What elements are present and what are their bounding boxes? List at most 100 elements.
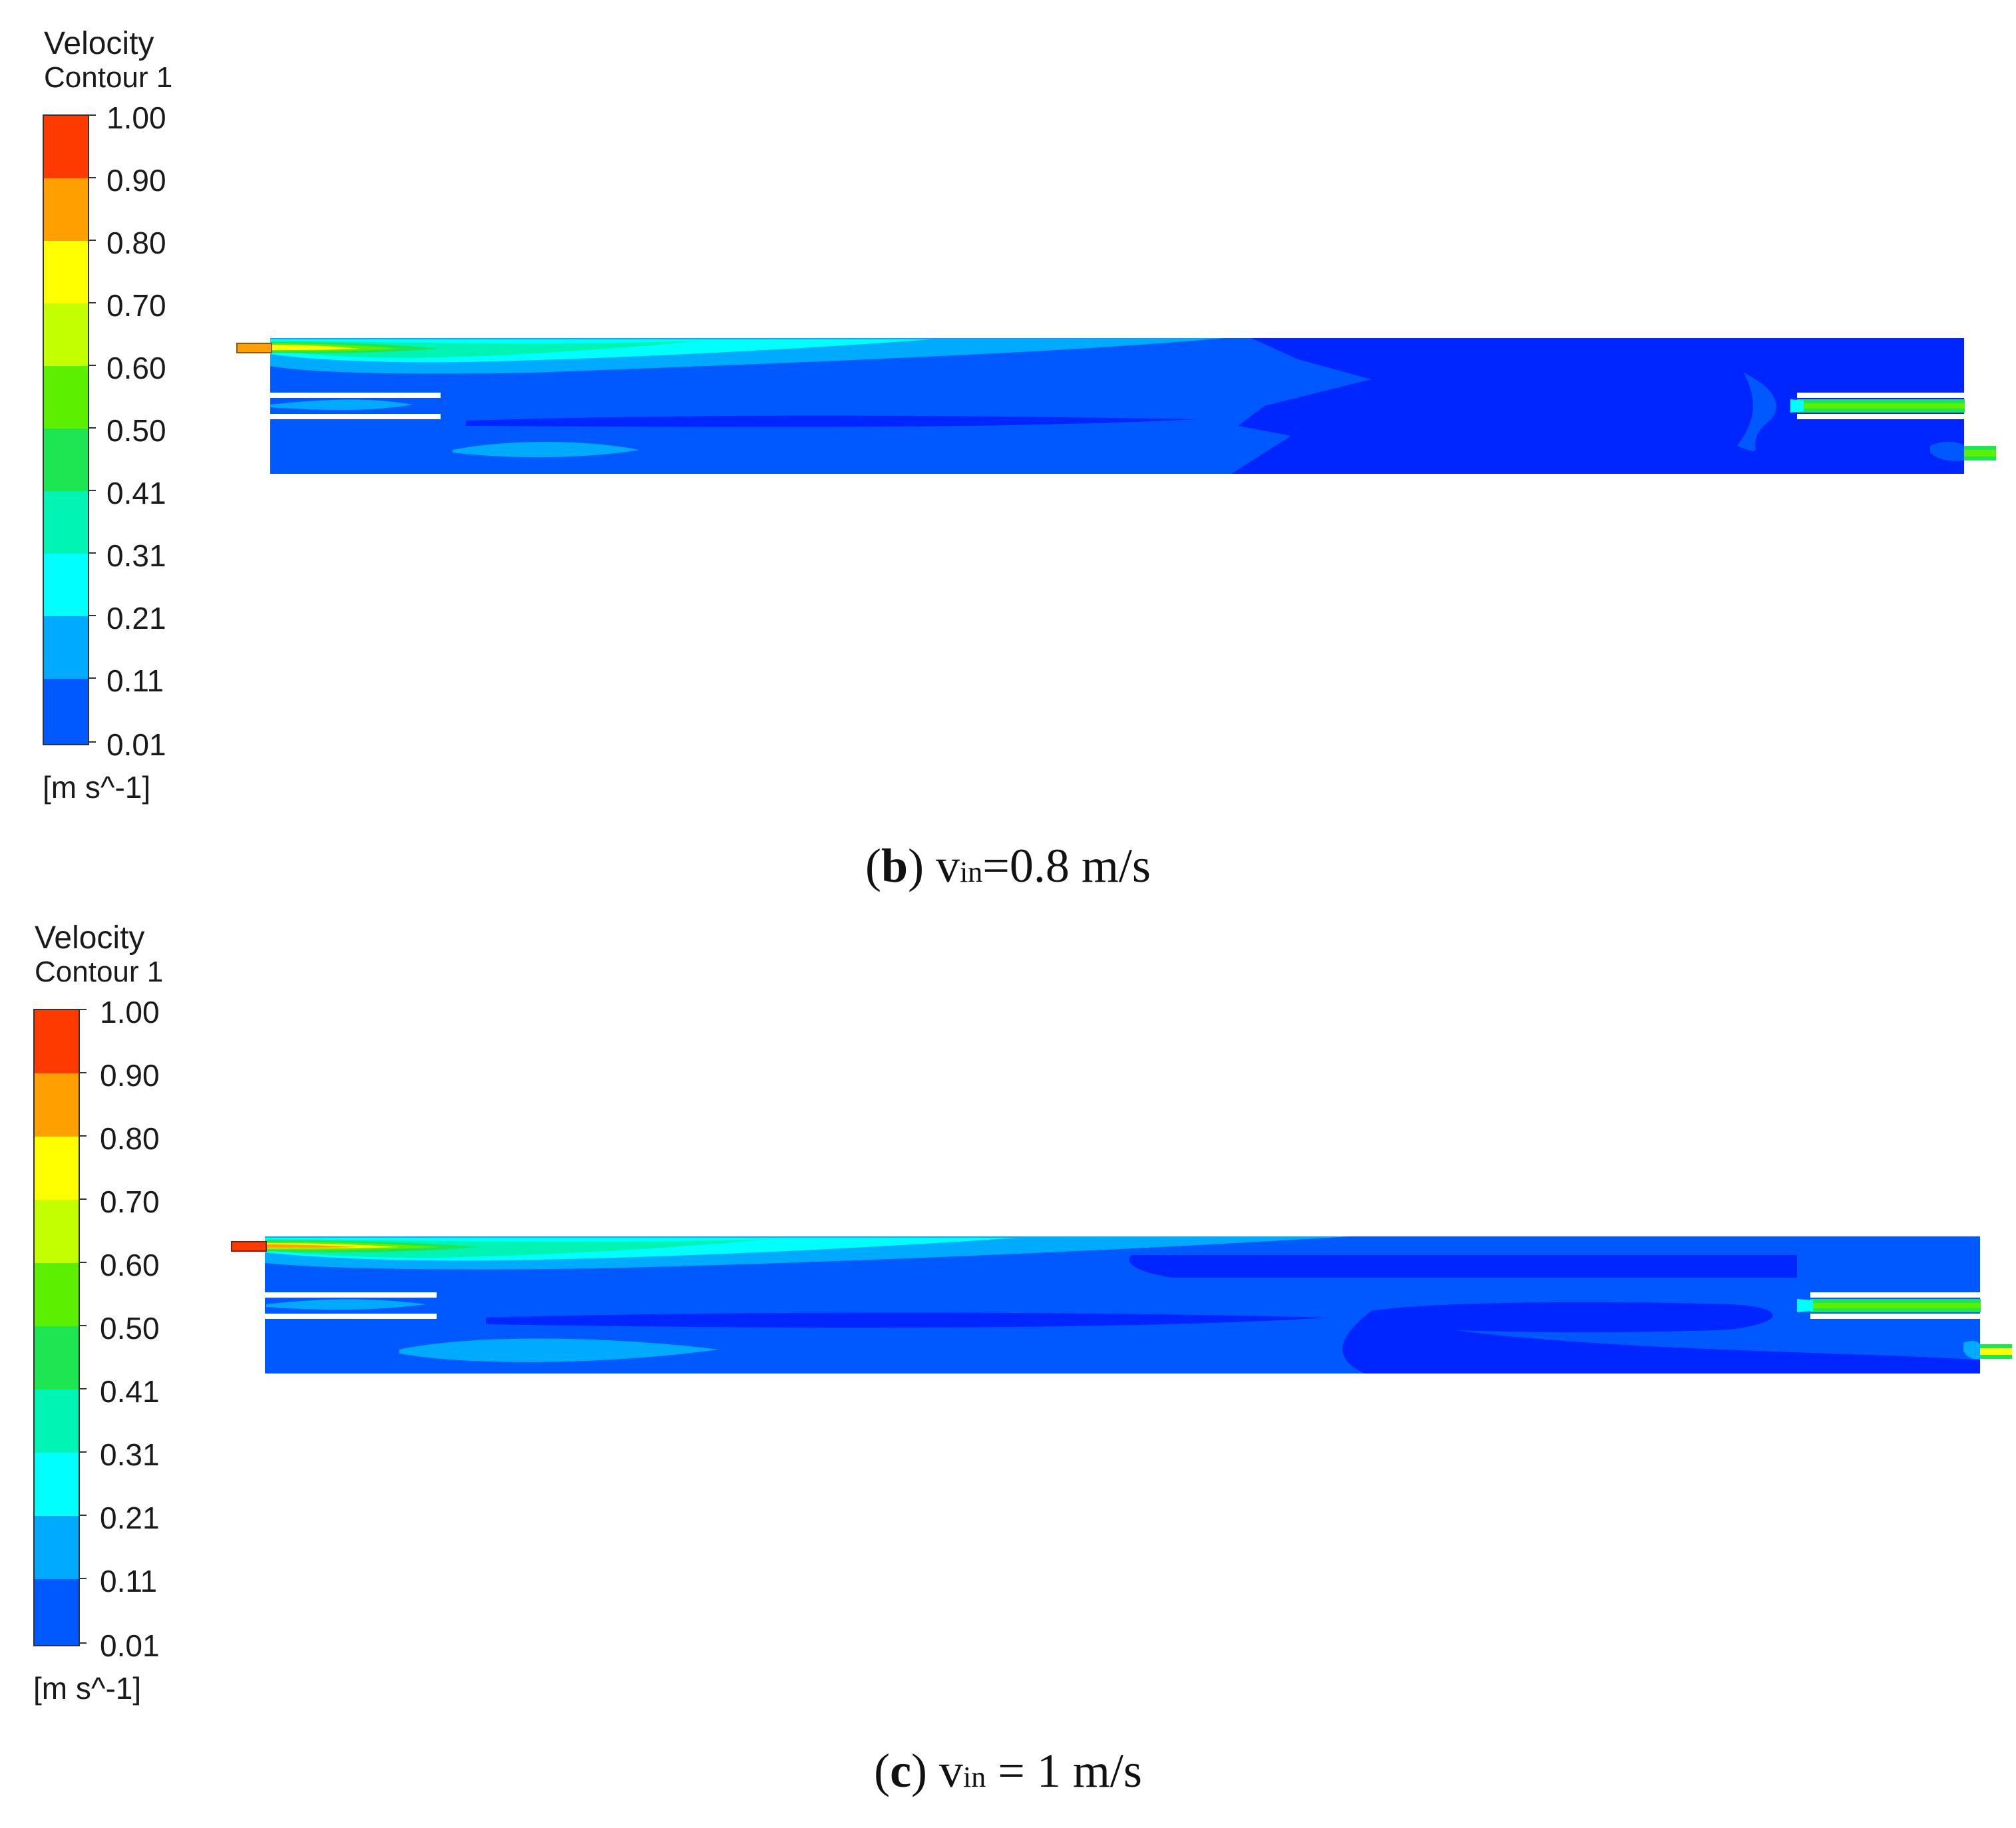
tick-label: 1.00 <box>106 100 166 135</box>
tick-mark <box>88 302 96 303</box>
baffle-wall <box>270 414 441 419</box>
legend-title: Velocity <box>35 920 145 956</box>
tick-mark <box>79 1135 87 1137</box>
inlet-pipe <box>236 343 272 353</box>
tick-label: 0.01 <box>106 727 166 762</box>
color-bar-segment <box>44 491 88 554</box>
color-bar-segment <box>35 1073 79 1137</box>
tick-label: 0.90 <box>106 163 166 198</box>
tick-mark <box>88 240 96 241</box>
tick-mark <box>79 1072 87 1073</box>
tick-label: 0.70 <box>100 1185 160 1219</box>
outlet-channel-core <box>1810 1303 1981 1308</box>
tick-mark <box>88 114 96 116</box>
color-bar-segment <box>35 1010 79 1073</box>
tick-label: 0.21 <box>100 1501 160 1535</box>
tick-mark <box>79 1198 87 1200</box>
inlet-pipe <box>231 1241 267 1252</box>
tick-mark <box>79 1325 87 1326</box>
legend-unit: [m s^-1] <box>43 770 151 805</box>
contour-region <box>466 415 1198 427</box>
caption-b: (b) vin=0.8 m/s <box>865 839 1151 892</box>
color-bar-segment <box>44 178 88 241</box>
contour-region <box>1371 1302 1773 1333</box>
color-bar-segment <box>35 1579 79 1645</box>
velocity-contour-domain <box>236 338 1996 474</box>
tick-label: 0.50 <box>106 413 166 448</box>
tick-mark <box>79 1515 87 1516</box>
color-bar-segment <box>35 1453 79 1516</box>
outlet-pipe-core <box>1964 450 1996 457</box>
legend-title: Velocity <box>44 26 154 61</box>
contour-region <box>1129 1255 1797 1278</box>
tick-label: 1.00 <box>100 995 160 1029</box>
tick-mark <box>79 1009 87 1010</box>
contour-region <box>1963 1340 1980 1360</box>
tick-label: 0.31 <box>100 1437 160 1472</box>
baffle-wall <box>265 1292 437 1298</box>
tick-label: 0.90 <box>100 1058 160 1093</box>
outlet-baffle-wall <box>1810 1314 1981 1319</box>
outlet-baffle-wall <box>1797 414 1965 419</box>
outlet-baffle-wall <box>1810 1292 1981 1298</box>
contour-region <box>1930 441 1964 461</box>
tick-label: 0.60 <box>100 1248 160 1282</box>
contour-region <box>1797 1299 1813 1312</box>
contour-region <box>1342 1311 1980 1373</box>
color-bar-segment <box>44 616 88 679</box>
tick-label: 0.41 <box>106 476 166 510</box>
contour-region <box>270 399 413 411</box>
tick-mark <box>88 490 96 491</box>
tick-mark <box>88 552 96 554</box>
legend-unit: [m s^-1] <box>33 1671 142 1706</box>
color-bar-segment <box>44 303 88 366</box>
tick-mark <box>79 1388 87 1389</box>
tick-mark <box>88 427 96 429</box>
contour-region <box>265 1244 359 1248</box>
color-bar-segment <box>35 1200 79 1263</box>
color-bar-segment <box>44 116 88 178</box>
contour-region <box>453 442 639 458</box>
color-bar-segment <box>35 1137 79 1200</box>
contour-region <box>1737 373 1776 452</box>
outlet-pipe-core <box>1980 1348 2012 1355</box>
color-bar <box>33 1009 80 1646</box>
tick-label: 0.80 <box>106 226 166 260</box>
color-bar-segment <box>35 1263 79 1326</box>
outlet-channel-core <box>1797 403 1965 409</box>
tick-mark <box>88 365 96 366</box>
color-bar-segment <box>44 429 88 491</box>
tick-mark <box>79 1451 87 1453</box>
color-bar-segment <box>44 366 88 429</box>
color-bar-segment <box>35 1389 79 1453</box>
tick-label: 0.01 <box>100 1628 160 1663</box>
color-bar-segment <box>35 1326 79 1389</box>
color-bar-segment <box>44 554 88 616</box>
color-bar-segment <box>44 241 88 303</box>
tick-label: 0.11 <box>106 663 164 698</box>
tick-mark <box>88 677 96 679</box>
tick-mark <box>88 615 96 616</box>
tick-label: 0.50 <box>100 1311 160 1346</box>
tick-label: 0.21 <box>106 601 166 636</box>
color-bar-segment <box>35 1516 79 1579</box>
color-bar <box>43 114 89 745</box>
tick-mark <box>79 1578 87 1579</box>
tick-label: 0.31 <box>106 538 166 573</box>
contour-region <box>266 1299 426 1310</box>
tick-label: 0.11 <box>100 1564 158 1598</box>
color-bar-segment <box>44 679 88 744</box>
tick-mark <box>88 741 96 743</box>
tick-label: 0.80 <box>100 1121 160 1156</box>
caption-c: (c) vin = 1 m/s <box>874 1744 1142 1797</box>
legend-subtitle: Contour 1 <box>35 956 164 988</box>
baffle-wall <box>270 393 441 398</box>
tick-label: 0.60 <box>106 351 166 385</box>
outlet-baffle-wall <box>1797 393 1965 398</box>
panel-b: Velocity Contour 1 1.00 0.90 0.80 0.70 0… <box>0 0 2016 912</box>
tick-mark <box>88 177 96 178</box>
legend-subtitle: Contour 1 <box>44 61 173 94</box>
contour-region <box>399 1338 719 1362</box>
panel-c: Velocity Contour 1 1.00 0.90 0.80 0.70 0… <box>0 905 2016 1828</box>
contour-region <box>270 345 359 350</box>
